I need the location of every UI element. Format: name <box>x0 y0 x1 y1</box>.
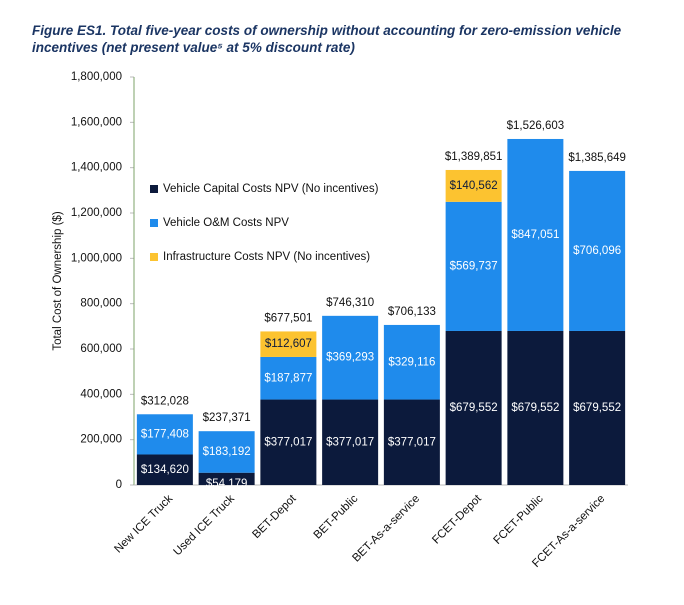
value-label: $369,293 <box>326 352 374 364</box>
y-tick-label: 1,600,000 <box>71 116 122 128</box>
legend-label: Vehicle O&M Costs NPV <box>163 217 289 229</box>
chart-title: Figure ES1. Total five-year costs of own… <box>32 23 622 55</box>
y-tick-label: 400,000 <box>80 388 122 400</box>
bar-segment <box>507 138 564 331</box>
bar-segment <box>322 315 379 400</box>
legend-label: Vehicle Capital Costs NPV (No incentives… <box>163 183 379 195</box>
y-tick-label: 0 <box>116 479 122 491</box>
value-label: $183,192 <box>203 446 251 458</box>
legend-swatch <box>150 253 158 261</box>
total-label: $312,028 <box>141 395 189 407</box>
x-tick-label: BET-Depot <box>250 492 299 541</box>
y-tick-label: 1,400,000 <box>71 162 122 174</box>
total-label: $746,310 <box>326 297 374 309</box>
bar-segment <box>136 414 193 455</box>
bar-segment <box>569 330 626 485</box>
value-label: $377,017 <box>264 436 312 448</box>
bar-segment <box>260 331 317 357</box>
y-tick-label: 1,000,000 <box>71 252 122 264</box>
legend-label: Infrastructure Costs NPV (No incentives) <box>163 251 370 263</box>
value-label: $377,017 <box>388 436 436 448</box>
y-axis-title: Total Cost of Ownership ($) <box>52 211 64 351</box>
bar-segment <box>322 399 379 485</box>
x-tick-label: FCET-Depot <box>430 492 484 546</box>
legend-swatch <box>150 219 158 227</box>
x-tick-label: New ICE Truck <box>112 493 175 556</box>
value-label: $112,607 <box>265 338 312 350</box>
x-tick-label: BET-Public <box>312 493 361 542</box>
value-label: $54,179 <box>206 478 248 490</box>
bar-segment <box>507 330 564 485</box>
x-tick-label: FCET-Public <box>492 493 546 547</box>
y-tick-label: 200,000 <box>80 434 122 446</box>
y-tick-label: 600,000 <box>80 343 122 355</box>
bar-segment <box>198 431 255 473</box>
value-label: $706,096 <box>573 245 621 257</box>
bar-segment <box>136 454 193 485</box>
bar-segment <box>198 472 255 485</box>
value-label: $177,408 <box>141 428 189 440</box>
value-label: $187,877 <box>264 372 312 384</box>
bar-segment <box>445 330 502 485</box>
bar-segment <box>260 399 317 485</box>
y-tick-label: 1,800,000 <box>71 71 122 83</box>
bar-segment <box>260 356 317 400</box>
value-label: $679,552 <box>450 402 498 414</box>
x-tick-label: BET-As-a-service <box>350 493 422 565</box>
value-label: $679,552 <box>511 402 559 414</box>
total-label: $1,389,851 <box>445 151 503 163</box>
value-label: $847,051 <box>511 229 559 241</box>
value-label: $679,552 <box>573 402 621 414</box>
value-label: $569,737 <box>450 260 498 272</box>
value-label: $377,017 <box>326 436 374 448</box>
y-tick-label: 800,000 <box>80 298 122 310</box>
value-label: $329,116 <box>388 356 435 368</box>
total-label: $706,133 <box>388 306 436 318</box>
total-label: $237,371 <box>203 412 251 424</box>
total-label: $677,501 <box>264 312 312 324</box>
bar-segment <box>445 201 502 331</box>
value-label: $134,620 <box>141 464 189 476</box>
bar-segment <box>445 169 502 202</box>
bar-segment <box>383 399 440 485</box>
total-label: $1,385,649 <box>568 152 626 164</box>
legend-swatch <box>150 185 158 193</box>
y-tick-label: 1,200,000 <box>71 207 122 219</box>
x-tick-label: Used ICE Truck <box>171 493 237 559</box>
bar-segment <box>569 170 626 331</box>
value-label: $140,562 <box>450 180 498 192</box>
bar-segment <box>383 324 440 400</box>
total-label: $1,526,603 <box>507 120 565 132</box>
